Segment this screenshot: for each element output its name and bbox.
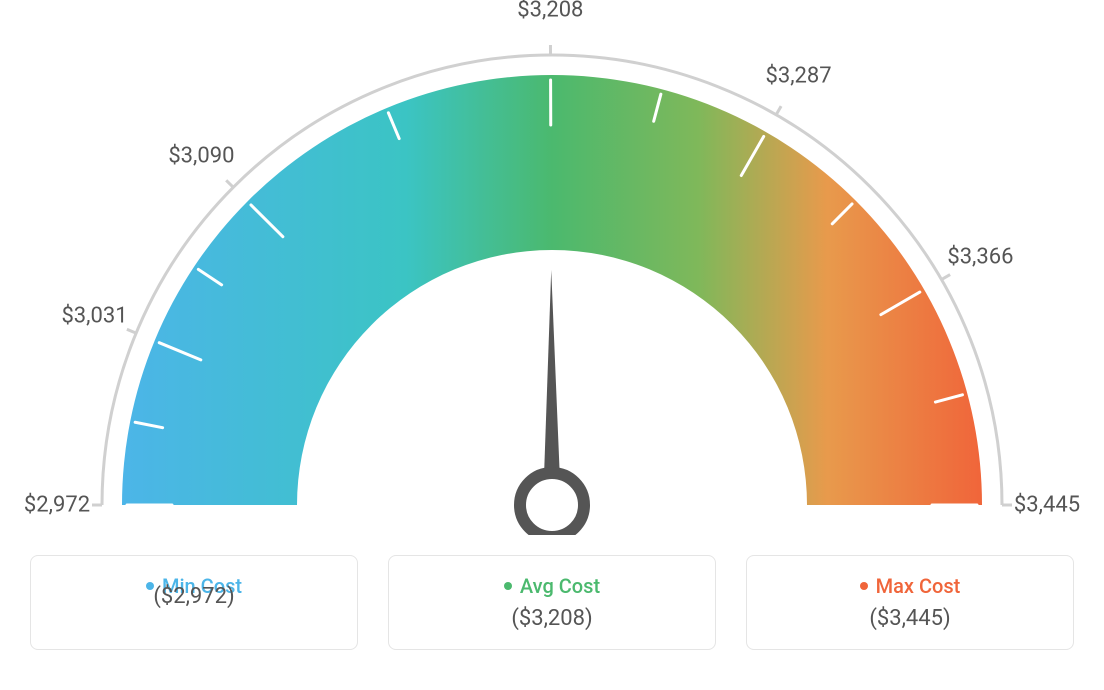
gauge-tick-label: $3,208: [517, 0, 583, 23]
legend-label-max: Max Cost: [876, 574, 961, 598]
cost-gauge: $2,972$3,031$3,090$3,208$3,287$3,366$3,4…: [22, 5, 1082, 535]
legend-card-max: Max Cost ($3,445): [746, 555, 1074, 650]
gauge-tick-label: $3,366: [947, 245, 1013, 270]
gauge-tick-label: $3,287: [765, 63, 831, 88]
gauge-svg: [22, 5, 1082, 535]
gauge-tick-label: $3,445: [1014, 493, 1080, 518]
legend-card-min: Min Cost ($2,972): [30, 555, 358, 650]
gauge-tick-label: $3,031: [61, 303, 127, 328]
legend-row: Min Cost ($2,972) Avg Cost ($3,208) Max …: [0, 555, 1104, 650]
legend-value-max-text: ($3,445): [869, 606, 950, 631]
legend-label-avg: Avg Cost: [520, 574, 600, 598]
gauge-tick-label: $2,972: [24, 493, 90, 518]
legend-dot-avg: [504, 582, 512, 590]
legend-value-min-text: ($2,972): [153, 584, 234, 609]
legend-dot-max: [860, 582, 868, 590]
gauge-tick-label: $3,090: [168, 143, 234, 168]
legend-card-avg: Avg Cost ($3,208): [388, 555, 716, 650]
legend-value-avg-text: ($3,208): [511, 606, 592, 631]
